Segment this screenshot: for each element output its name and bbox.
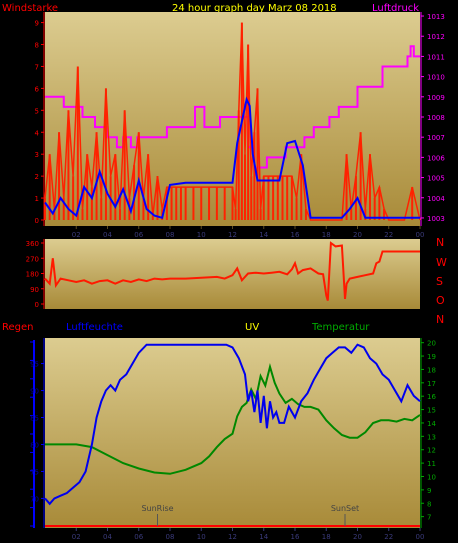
regen-label: Regen [2, 322, 34, 333]
pressure-tick-label: 1005 [427, 175, 445, 183]
pressure-tick-label: 1008 [427, 114, 445, 122]
x-tick-label: 16 [291, 533, 300, 541]
chart-title: 24 hour graph day Marz 08 2018 [172, 3, 337, 14]
temperature-tick-label: 10 [427, 473, 436, 481]
temperature-tick-label: 16 [427, 393, 436, 401]
windstarke-label: Windstarke [2, 3, 58, 14]
direction-tick-label: 90 [30, 286, 39, 294]
x-tick-label: 20 [353, 231, 362, 239]
direction-letter: S [436, 275, 443, 288]
humidity-tick-label: 95 [30, 361, 39, 369]
wind-tick-label: 2 [35, 173, 39, 181]
x-tick-label: 04 [103, 533, 112, 541]
humidity-tick-label: 70 [30, 495, 39, 503]
x-tick-label: 16 [291, 231, 300, 239]
direction-letter: N [436, 236, 444, 249]
x-tick-label: 02 [72, 231, 81, 239]
x-tick-label: 22 [384, 231, 393, 239]
humidity-tick-label: 90 [30, 388, 39, 396]
temperature-tick-label: 7 [427, 514, 431, 522]
x-tick-label: 00 [416, 231, 425, 239]
temperature-tick-label: 20 [427, 340, 436, 348]
humidity-tick-label: 85 [30, 415, 39, 423]
wind-direction-chart: 0 90 180 270 360 [26, 239, 420, 309]
direction-tick-label: 360 [26, 240, 39, 248]
pressure-tick-label: 1004 [427, 195, 445, 203]
x-tick-label: 22 [384, 533, 393, 541]
direction-letter: O [436, 294, 445, 307]
pressure-tick-label: 1007 [427, 134, 445, 142]
wind-pressure-chart: 0123456789100310041005100610071008100910… [35, 12, 445, 239]
pressure-tick-label: 1011 [427, 53, 445, 61]
wind-tick-label: 1 [35, 195, 39, 203]
average-wind-line [44, 96, 420, 220]
pressure-tick-label: 1012 [427, 33, 445, 41]
wind-tick-label: 9 [35, 20, 39, 28]
x-tick-label: 10 [197, 533, 206, 541]
temperature-line [45, 362, 421, 475]
wind-tick-label: 5 [35, 107, 39, 115]
pressure-tick-label: 1013 [427, 13, 445, 21]
luftfeuchte-label: Luftfeuchte [66, 322, 123, 333]
humidity-tick-label: 75 [30, 468, 39, 476]
wind-direction-line [44, 241, 420, 301]
humidity-line [44, 343, 421, 506]
uv-label: UV [245, 322, 259, 333]
temperature-tick-label: 18 [427, 366, 436, 374]
wind-tick-label: 8 [35, 42, 39, 50]
temperature-tick-label: 14 [427, 420, 436, 428]
temperatur-label: Temperatur [311, 322, 370, 333]
x-tick-label: 20 [353, 533, 362, 541]
temperature-tick-label: 9 [427, 487, 431, 495]
pressure-tick-label: 1009 [427, 94, 445, 102]
x-tick-label: 04 [103, 231, 112, 239]
direction-letter: W [436, 256, 447, 269]
temperature-tick-label: 17 [427, 380, 436, 388]
x-tick-label: 10 [197, 231, 206, 239]
wind-tick-label: 6 [35, 85, 40, 93]
direction-tick-label: 0 [35, 301, 39, 309]
x-tick-label: 14 [259, 231, 268, 239]
x-tick-label: 18 [322, 231, 331, 239]
x-tick-label: 08 [166, 533, 175, 541]
pressure-tick-label: 1006 [427, 154, 445, 162]
temperature-tick-label: 12 [427, 447, 436, 455]
temperature-tick-label: 19 [427, 353, 436, 361]
x-tick-label: 12 [228, 231, 237, 239]
x-tick-label: 00 [416, 533, 425, 541]
sun-marker-label: SunRise [141, 504, 173, 513]
sun-marker-label: SunSet [331, 504, 359, 513]
x-tick-label: 06 [134, 533, 143, 541]
x-tick-label: 08 [166, 231, 175, 239]
x-tick-label: 18 [322, 533, 331, 541]
x-tick-label: 12 [228, 533, 237, 541]
direction-letter: N [436, 313, 444, 326]
temperature-tick-label: 11 [427, 460, 436, 468]
direction-tick-label: 180 [26, 271, 39, 279]
humidity-temperature-chart: 70 75 80 85 90 95 7 8 9 10 11 12 13 14 15 16 17 18 19 20 02 0… [30, 338, 436, 541]
pressure-tick-label: 1003 [427, 215, 445, 223]
x-tick-label: 06 [134, 231, 143, 239]
x-tick-label: 02 [72, 533, 81, 541]
wind-line [44, 22, 421, 221]
humidity-tick-label: 80 [30, 441, 39, 449]
direction-tick-label: 270 [26, 255, 39, 263]
wind-tick-label: 7 [35, 63, 39, 71]
pressure-tick-label: 1010 [427, 74, 445, 82]
wind-tick-label: 3 [35, 151, 39, 159]
rain-axis-ticks [30, 341, 34, 527]
wind-tick-label: 4 [35, 129, 40, 137]
wind-tick-label: 0 [35, 217, 39, 225]
temperature-tick-label: 8 [427, 500, 431, 508]
x-tick-label: 14 [259, 533, 268, 541]
temperature-tick-label: 15 [427, 407, 436, 415]
temperature-tick-label: 13 [427, 433, 436, 441]
luftdruck-label: Luftdruck [372, 3, 419, 14]
